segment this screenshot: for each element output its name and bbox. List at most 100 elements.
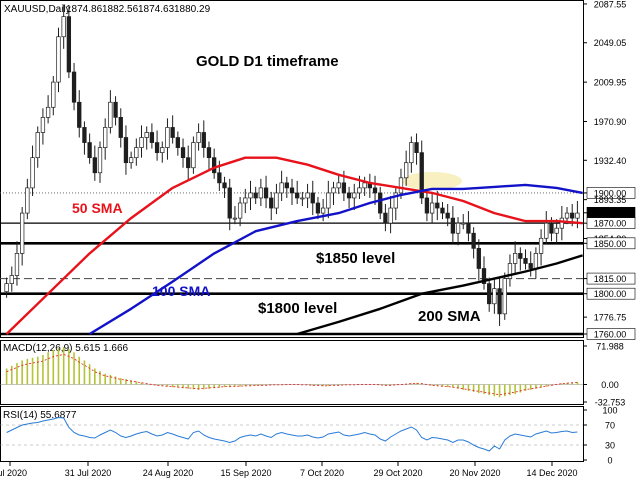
candle-body — [419, 152, 424, 199]
candle-body — [71, 71, 77, 103]
candle-body — [289, 187, 295, 194]
candle-body — [554, 227, 559, 234]
candle-body — [87, 142, 92, 159]
candle-body — [154, 142, 160, 153]
candle-body — [570, 212, 575, 219]
symbol-label: XAUUSD,Daily — [4, 4, 71, 15]
candle-body — [326, 192, 331, 209]
candle-body — [336, 182, 341, 189]
candle-body — [30, 157, 35, 189]
candle-body — [507, 263, 513, 279]
price-tick-label: 1932.40 — [594, 156, 627, 166]
candle-body — [461, 222, 466, 225]
candle-body — [481, 268, 487, 284]
candle-body — [118, 117, 123, 138]
price-level-tag — [586, 237, 636, 250]
date-axis: Jul 2020 31 Jul 2020 24 Aug 2020 15 Sep 202… — [0, 462, 578, 478]
price-tick-label: 1893.35 — [594, 195, 627, 205]
candle-body — [97, 147, 103, 174]
candle-body — [92, 157, 97, 174]
candle-body — [165, 127, 170, 148]
date-tick-label: Jul 2020 — [0, 468, 27, 478]
candle-body — [108, 101, 113, 128]
moving-average-50-sma — [5, 156, 583, 335]
candle-body — [450, 217, 456, 234]
candle-body — [476, 248, 481, 269]
candle-body — [217, 172, 222, 184]
candle-body — [45, 106, 51, 118]
rsi-tick-label: 0 — [607, 456, 612, 466]
candle-body — [544, 222, 549, 239]
price-panel-frame — [0, 0, 584, 338]
candle-body — [160, 147, 165, 153]
date-tick-label: 29 Oct 2020 — [373, 468, 422, 478]
candle-body — [170, 127, 175, 138]
candle-body — [186, 157, 191, 169]
candle-body — [123, 137, 129, 164]
candle-body — [497, 288, 502, 315]
candle-body — [103, 127, 108, 148]
price-level-tag — [586, 287, 636, 300]
candle-body — [222, 182, 227, 189]
candle-body — [404, 162, 409, 179]
candle-body — [14, 253, 20, 276]
candle-body — [533, 253, 539, 269]
rsi-panel-frame — [0, 406, 584, 462]
candle-body — [243, 197, 248, 204]
date-tick-label: 31 Jul 2020 — [65, 468, 112, 478]
price-tick-label: 1970.90 — [594, 117, 627, 127]
candle-body — [180, 147, 186, 159]
candle-body — [82, 127, 87, 143]
candle-body — [398, 177, 404, 194]
label-100-sma: 100 SMA — [152, 283, 210, 299]
candle-body — [378, 192, 383, 214]
candle-body — [175, 137, 180, 148]
price-tick-label: 1870.00 — [594, 219, 627, 229]
candle-body — [9, 275, 14, 284]
candle-body — [258, 187, 264, 199]
candle-body — [471, 232, 476, 249]
price-tick-label: 1850.00 — [594, 239, 627, 249]
chart-title-annotation: GOLD D1 timeframe — [196, 53, 339, 70]
label-1800-level: $1800 level — [258, 300, 337, 317]
candle-body — [352, 192, 357, 199]
label-200-sma: 200 SMA — [418, 308, 481, 325]
candle-body — [206, 147, 212, 159]
candle-body — [56, 36, 61, 83]
candle-body — [232, 217, 238, 220]
candle-body — [559, 217, 564, 229]
candle-body — [191, 142, 196, 169]
ohlc-open: 1874.86 — [66, 4, 103, 15]
candle-body — [284, 182, 289, 189]
candle-body — [372, 187, 378, 194]
candle-body — [518, 253, 523, 259]
candle-body — [113, 101, 118, 118]
candle-body — [341, 182, 347, 194]
candle-body — [315, 202, 321, 214]
candle-body — [61, 16, 66, 38]
date-tick-label: 7 Oct 2020 — [300, 468, 344, 478]
candle-body — [502, 278, 507, 315]
candle-body — [310, 192, 315, 204]
candle-body — [466, 222, 471, 234]
candle-body — [66, 16, 72, 73]
candle-body — [248, 192, 253, 199]
candle-body — [51, 81, 56, 108]
candle-body — [279, 182, 284, 194]
candle-body — [128, 157, 134, 164]
macd-panel-frame — [0, 340, 584, 405]
macd-axis: 71.988 0.00 -32.753 — [583, 342, 625, 408]
moving-average-100-sma — [88, 183, 583, 336]
candle-body — [20, 212, 25, 254]
price-tick-label: 1900.00 — [594, 188, 627, 198]
ohlc-low: 1874.63 — [138, 4, 175, 15]
candle-body — [424, 197, 430, 214]
candle-body — [414, 142, 419, 153]
candle-body — [393, 192, 398, 209]
price-tick-label: 2087.55 — [594, 0, 627, 9]
rsi-axis: 100 70 30 0 — [583, 406, 618, 466]
candle-body — [538, 237, 544, 254]
candle-body — [331, 187, 336, 194]
macd-tick-label: -32.753 — [595, 398, 626, 408]
candle-body — [227, 187, 232, 219]
